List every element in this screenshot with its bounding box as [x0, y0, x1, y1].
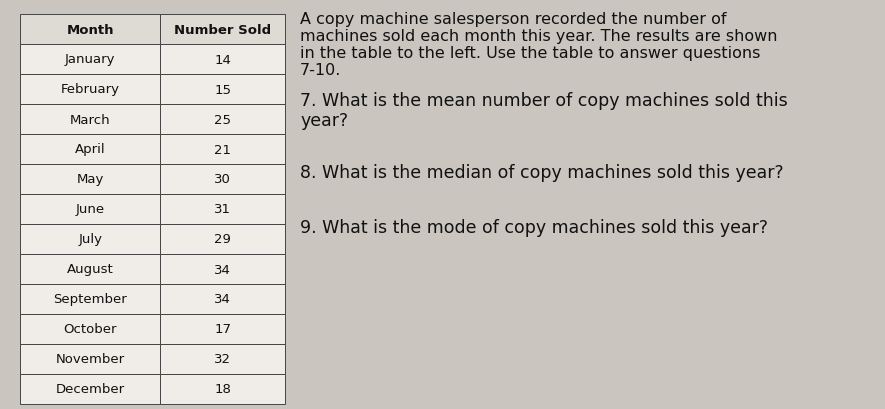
Text: April: April — [75, 143, 105, 156]
Text: 29: 29 — [214, 233, 231, 246]
Text: 32: 32 — [214, 353, 231, 366]
Text: 34: 34 — [214, 263, 231, 276]
Text: September: September — [53, 293, 127, 306]
Bar — [20, 15, 160, 45]
Text: 17: 17 — [214, 323, 231, 336]
Text: December: December — [56, 382, 125, 396]
Text: 18: 18 — [214, 382, 231, 396]
Bar — [160, 105, 285, 135]
Bar — [160, 195, 285, 225]
Text: A copy machine salesperson recorded the number of: A copy machine salesperson recorded the … — [300, 12, 727, 27]
Bar — [20, 344, 160, 374]
Bar — [20, 105, 160, 135]
Text: 7. What is the mean number of copy machines sold this: 7. What is the mean number of copy machi… — [300, 92, 788, 110]
Text: August: August — [67, 263, 113, 276]
Text: June: June — [75, 203, 104, 216]
Text: Number Sold: Number Sold — [174, 23, 272, 36]
Text: November: November — [56, 353, 125, 366]
Bar — [160, 164, 285, 195]
Text: 8. What is the median of copy machines sold this year?: 8. What is the median of copy machines s… — [300, 164, 783, 182]
Bar — [160, 254, 285, 284]
Text: 34: 34 — [214, 293, 231, 306]
Bar — [160, 135, 285, 164]
Text: 31: 31 — [214, 203, 231, 216]
Text: 9. What is the mode of copy machines sold this year?: 9. What is the mode of copy machines sol… — [300, 218, 768, 236]
Bar — [160, 374, 285, 404]
Text: July: July — [78, 233, 103, 246]
Text: 25: 25 — [214, 113, 231, 126]
Bar — [160, 284, 285, 314]
Text: May: May — [76, 173, 104, 186]
Text: 7-10.: 7-10. — [300, 63, 342, 78]
Bar — [20, 314, 160, 344]
Bar — [160, 344, 285, 374]
Text: year?: year? — [300, 112, 348, 130]
Bar — [20, 45, 160, 75]
Bar — [20, 164, 160, 195]
Text: 21: 21 — [214, 143, 231, 156]
Text: 15: 15 — [214, 83, 231, 96]
Text: March: March — [70, 113, 111, 126]
Bar — [160, 314, 285, 344]
Bar — [160, 225, 285, 254]
Bar — [20, 374, 160, 404]
Bar — [20, 75, 160, 105]
Text: machines sold each month this year. The results are shown: machines sold each month this year. The … — [300, 29, 778, 44]
Text: in the table to the left. Use the table to answer questions: in the table to the left. Use the table … — [300, 46, 760, 61]
Bar — [160, 75, 285, 105]
Text: October: October — [64, 323, 117, 336]
Text: 14: 14 — [214, 53, 231, 66]
Bar — [20, 195, 160, 225]
Bar — [160, 15, 285, 45]
Bar — [160, 45, 285, 75]
Text: February: February — [61, 83, 119, 96]
Text: January: January — [65, 53, 115, 66]
Bar — [20, 225, 160, 254]
Bar — [20, 254, 160, 284]
Text: Month: Month — [66, 23, 114, 36]
Bar — [20, 135, 160, 164]
Bar — [20, 284, 160, 314]
Text: 30: 30 — [214, 173, 231, 186]
